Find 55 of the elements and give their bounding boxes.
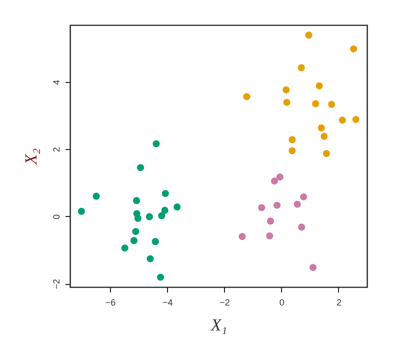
point: [322, 150, 330, 158]
point: [137, 164, 144, 172]
point: [266, 232, 274, 240]
point: [288, 136, 296, 144]
x-tick-label: 2: [336, 298, 342, 308]
point: [243, 93, 250, 100]
point: [133, 197, 140, 204]
point: [328, 100, 336, 108]
point: [92, 192, 100, 200]
point: [283, 98, 290, 106]
point: [146, 255, 154, 262]
point: [318, 124, 325, 132]
point: [298, 64, 305, 72]
point: [134, 214, 142, 222]
point: [156, 274, 164, 281]
point: [288, 147, 296, 154]
point: [158, 212, 166, 220]
x-tick-label: −2: [220, 298, 230, 308]
point: [146, 213, 153, 220]
point: [309, 264, 317, 272]
point: [294, 200, 301, 208]
point: [174, 203, 181, 210]
point: [152, 238, 159, 246]
point: [270, 178, 278, 185]
point: [132, 228, 140, 236]
point: [320, 132, 328, 140]
y-axis-title: X₂: [22, 148, 40, 166]
point: [352, 116, 360, 124]
x-axis-title: X₁: [210, 316, 228, 334]
point: [258, 204, 266, 212]
point: [162, 190, 169, 198]
point: [312, 100, 320, 108]
x-tick-label: 0: [279, 298, 284, 308]
point: [316, 82, 323, 90]
y-tick-label: −2: [52, 279, 62, 290]
point: [78, 208, 85, 215]
point: [266, 218, 274, 225]
point: [238, 233, 246, 240]
x-tick-label: −4: [162, 298, 173, 308]
point: [121, 244, 128, 252]
point: [274, 202, 281, 209]
x-tick-label: −6: [105, 298, 116, 308]
y-tick-label: 0: [52, 214, 62, 220]
y-tick-label: 2: [52, 147, 62, 152]
point: [300, 193, 308, 200]
point: [350, 45, 358, 52]
point: [338, 116, 346, 124]
y-tick-label: 4: [52, 80, 62, 85]
point: [161, 206, 168, 214]
point: [298, 224, 306, 231]
point: [276, 173, 284, 181]
point: [130, 237, 138, 244]
point: [282, 86, 290, 94]
point: [305, 32, 312, 39]
point: [152, 140, 160, 148]
